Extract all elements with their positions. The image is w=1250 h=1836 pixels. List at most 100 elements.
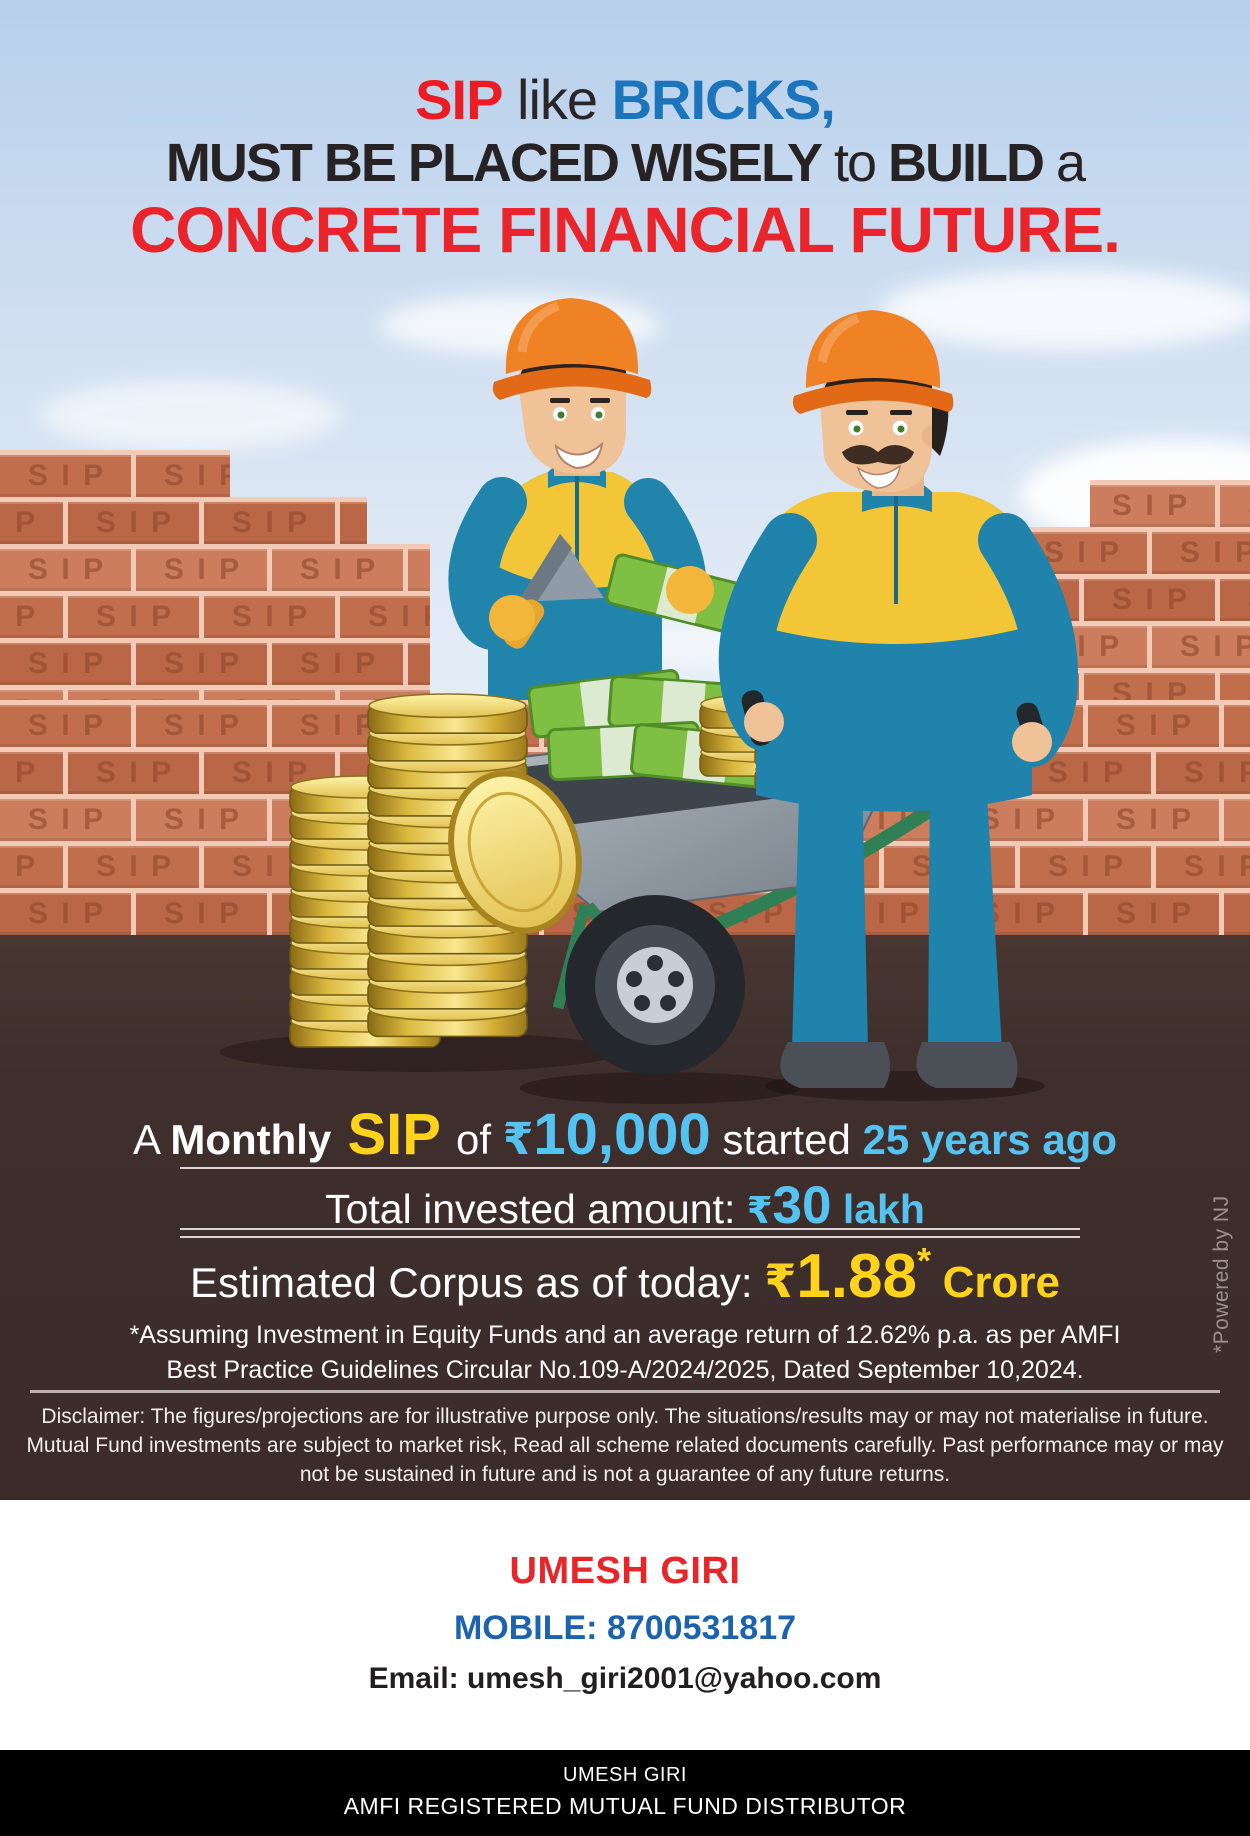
footer-distributor-name: UMESH GIRI [563,1764,687,1786]
brick: SIP [1084,673,1215,700]
brick: SIP [880,673,943,700]
brick: SIP [1020,752,1151,794]
sip-summary-line: A Monthly SIP of ₹10,000 started 25 year… [0,1103,1250,1172]
brick: SIP [544,705,675,747]
footer-bar: UMESH GIRI AMFI REGISTERED MUTUAL FUND D… [0,1750,1250,1836]
brick: SIP [1156,752,1250,794]
brick: SIP [0,846,63,888]
brick: SIP [272,549,403,591]
sip-period: 25 years ago [862,1116,1117,1163]
disclaimer-line-1: Disclaimer: The figures/projections are … [41,1405,1209,1428]
headline-build: BUILD [888,133,1045,193]
contact-section: UMESH GIRI MOBILE: 8700531817 Email: ume… [0,1500,1250,1750]
brick: SIP [544,893,675,935]
brick: SIP [1220,579,1250,621]
brick: SIP [1088,893,1219,935]
brick: SIP [1152,626,1250,668]
brick: SIP [272,705,403,747]
row1-sip: SIP [331,1102,456,1167]
brick: SIP [748,846,879,888]
brick: SIP [204,846,335,888]
brick: SIP [1156,846,1250,888]
divider [180,1228,1080,1230]
email-line: Email: umesh_giri2001@yahoo.com [0,1662,1250,1696]
brick: SIP [0,643,131,685]
disclaimer-line-3: not be sustained in future and is not a … [299,1463,951,1486]
brick: SIP [1088,705,1219,747]
brick: SIP [952,799,1083,841]
headline-like: like [502,68,612,131]
brick: SIP [136,893,267,935]
brick: SIP [0,893,131,935]
brick: SIP [204,690,335,700]
brick: SIP [68,846,199,888]
brick: SIP [272,799,403,841]
brick: SIP [204,752,335,794]
brick: SIP [680,799,811,841]
brick: SIP [816,705,947,747]
cloud [40,380,340,450]
headline-line-2: MUST BE PLACED WISELY to BUILD a [0,136,1250,190]
brick: SIP [948,579,1079,621]
brick: SIP [748,752,879,794]
headline-to: to [821,133,889,193]
divider [30,1390,1220,1393]
footer-distributor-title: AMFI REGISTERED MUTUAL FUND DISTRIBUTOR [343,1793,907,1819]
headline-line-1: SIP like BRICKS, [0,72,1250,128]
brick: SIP [0,705,131,747]
brick: SIP [68,752,199,794]
brick-wall: SIPSIPSIPSIPSIPSIPSIPSIPSIPSIPSIPSIPSIPS… [0,700,1250,935]
brick: SIP [1020,846,1151,888]
brick: SIP [476,846,607,888]
row1-of: of [456,1116,503,1163]
footnote-line-1: *Assuming Investment in Equity Funds and… [129,1321,1121,1349]
rupee-symbol: ₹ [764,1255,797,1307]
brick: SIP [476,752,607,794]
brick: SIP [340,690,430,700]
disclaimer: Disclaimer: The figures/projections are … [0,1402,1250,1489]
brick: SIP [1224,705,1250,747]
brick: SIP [0,502,63,544]
invested-amount-line: Total invested amount: ₹30 lakh [0,1179,1250,1237]
brick: SIP [1016,626,1147,668]
mobile-number: 8700531817 [606,1609,797,1647]
brick: SIP [0,690,63,700]
brick: SIP [408,893,539,935]
corpus-label: Estimated Corpus as of today: [189,1259,765,1306]
row1-started: started [710,1116,863,1163]
divider [180,1236,1080,1238]
sip-amount: 10,000 [533,1102,711,1167]
headline-bricks: BRICKS, [611,68,836,131]
brick: SIP [0,549,131,591]
brick: SIP [136,643,267,685]
brick: SIP [340,596,430,638]
brick: SIP [136,799,267,841]
brick: SIP [1220,673,1250,700]
brick: SIP [1224,799,1250,841]
cloud [380,295,660,355]
brick: SIP [340,752,471,794]
cloud [880,270,1250,350]
brick: SIP [680,893,811,935]
email-label: Email: [368,1662,467,1695]
disclaimer-line-2: Mutual Fund investments are subject to m… [26,1434,1224,1457]
mobile-line: MOBILE: 8700531817 [0,1609,1250,1648]
brick: SIP [408,799,539,841]
brick: SIP [884,752,1015,794]
invested-label: Total invested amount: [325,1186,747,1232]
email-address: umesh_giri2001@yahoo.com [466,1662,882,1695]
brick: SIP [0,455,131,497]
brick: SIP [952,893,1083,935]
brick: SIP [544,799,675,841]
corpus-value: 1.88 [796,1242,917,1311]
cloud [600,620,860,670]
brick: SIP [136,549,267,591]
estimated-corpus-line: Estimated Corpus as of today: ₹1.88* Cro… [0,1240,1250,1318]
brick: SIP [948,673,1079,700]
powered-by-label: *Powered by NJ [1210,1195,1233,1353]
brick: SIP [68,596,199,638]
distributor-name: UMESH GIRI [509,1550,741,1592]
brick: SIP [952,705,1083,747]
row1-prefix: A [132,1116,171,1163]
headline-line-3: CONCRETE FINANCIAL FUTURE. [130,194,1121,266]
